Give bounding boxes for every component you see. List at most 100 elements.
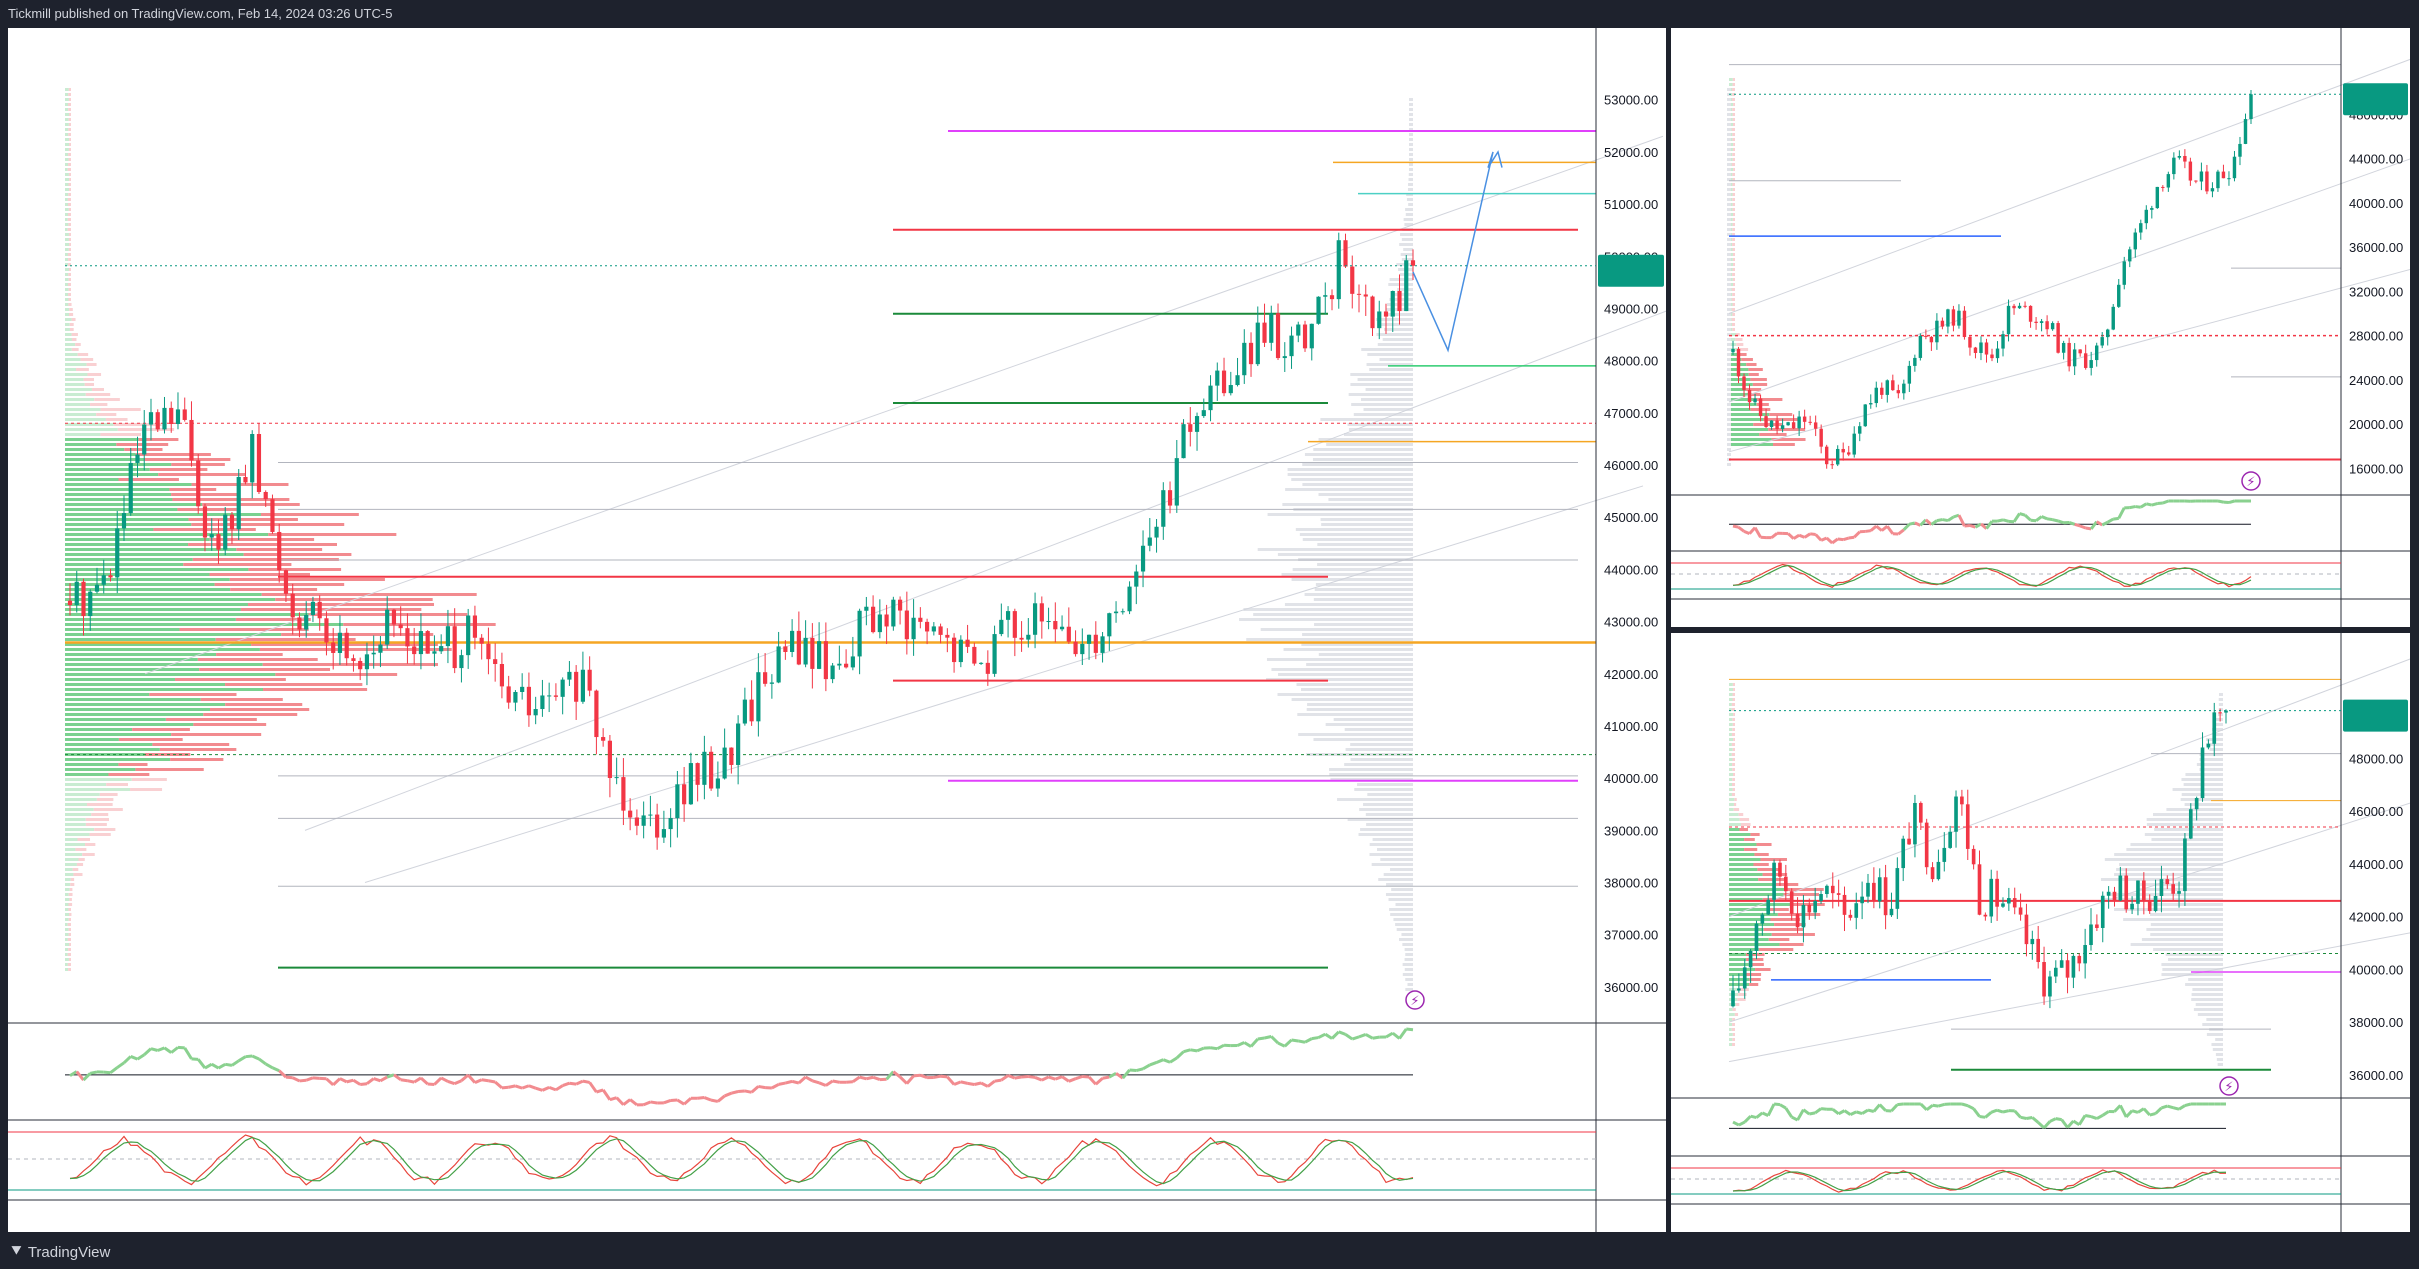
session-volume-bar bbox=[1297, 713, 1413, 716]
volume-profile-bar-down bbox=[69, 323, 74, 326]
oscillator-segment bbox=[366, 1077, 375, 1085]
volume-profile-bar-up bbox=[65, 843, 86, 846]
volume-profile-bar-up bbox=[65, 863, 77, 866]
oscillator-segment bbox=[1867, 1108, 1875, 1113]
volume-profile-bar-up bbox=[1729, 738, 1734, 741]
oscillator-segment bbox=[1930, 519, 1938, 526]
candle-body bbox=[1080, 643, 1085, 655]
volume-profile-bar-down bbox=[1750, 833, 1760, 836]
weekly-chart-panel[interactable]: 16000.00 20000.00 24000.00 28000.00 32000.00… bbox=[1671, 28, 2410, 627]
volume-profile-bar-up bbox=[65, 458, 145, 461]
candle-body bbox=[634, 817, 639, 826]
candle-body bbox=[351, 658, 356, 661]
candle-body bbox=[1140, 545, 1146, 572]
volume-profile-bar-down bbox=[67, 228, 71, 231]
main-chart-panel[interactable]: 36000.00 37000.00 38000.00 39000.00 40000.00… bbox=[8, 28, 1666, 1232]
daily-chart-svg[interactable]: 36000.0038000.0040000.0042000.0044000.00… bbox=[1671, 633, 2410, 1232]
volume-profile-bar-up bbox=[65, 533, 269, 536]
price-tick-label: 48000.00 bbox=[2349, 751, 2403, 766]
oscillator-segment bbox=[460, 1073, 470, 1082]
candle-body bbox=[2118, 875, 2123, 901]
volume-profile-bar-down bbox=[188, 518, 298, 521]
candle-body bbox=[1390, 291, 1395, 317]
oscillator-segment bbox=[710, 1098, 719, 1103]
volume-profile-bar-up bbox=[1729, 693, 1733, 696]
footer-brand[interactable]: TradingView bbox=[27, 1243, 111, 1261]
volume-profile-bar-down bbox=[203, 713, 298, 716]
candle-body bbox=[587, 669, 592, 691]
session-volume-bar bbox=[1727, 363, 1731, 366]
oscillator-segment bbox=[494, 1080, 503, 1089]
candle-body bbox=[823, 641, 828, 680]
oscillator-segment bbox=[1984, 1111, 1993, 1119]
volume-profile-bar-down bbox=[68, 968, 71, 971]
oscillator-segment bbox=[1129, 1068, 1137, 1073]
volume-profile-bar-down bbox=[1732, 718, 1735, 721]
candle-body bbox=[898, 599, 903, 611]
price-tick-label: 43000.00 bbox=[1604, 615, 1658, 630]
oscillator-segment bbox=[2228, 499, 2235, 504]
oscillator-segment bbox=[1914, 521, 1921, 527]
candle-body bbox=[317, 601, 322, 619]
candle-body bbox=[965, 639, 970, 647]
candle-body bbox=[371, 652, 376, 655]
session-volume-bar bbox=[1299, 533, 1413, 536]
volume-profile-bar-up bbox=[1729, 893, 1784, 896]
volume-profile-bar-up bbox=[65, 348, 72, 351]
volume-profile-bar-down bbox=[68, 958, 71, 961]
oscillator-segment bbox=[2024, 514, 2032, 522]
candle-body bbox=[877, 614, 882, 633]
session-volume-bar bbox=[1283, 648, 1413, 651]
session-volume-bar bbox=[1407, 983, 1413, 986]
oscillator-segment bbox=[1997, 518, 2004, 523]
lightning-icon: ⚡ bbox=[2246, 474, 2255, 489]
oscillator-segment bbox=[1121, 1069, 1131, 1080]
volume-profile-bar-up bbox=[65, 598, 276, 601]
oscillator-segment bbox=[738, 1089, 745, 1093]
volume-profile-bar-down bbox=[69, 328, 74, 331]
oscillator-segment bbox=[811, 1079, 820, 1085]
volume-profile-bar-up bbox=[1729, 933, 1772, 936]
volume-profile-bar-up bbox=[1729, 408, 1751, 411]
volume-profile-bar-up bbox=[65, 538, 210, 541]
oscillator-segment bbox=[204, 1062, 213, 1070]
candle-body bbox=[493, 659, 498, 665]
candle-body bbox=[2212, 712, 2217, 744]
oscillator-segment bbox=[1909, 521, 1916, 526]
volume-profile-bar-down bbox=[1732, 268, 1735, 271]
volume-profile-bar-down bbox=[86, 363, 97, 366]
volume-profile-bar-down bbox=[1749, 978, 1761, 981]
volume-profile-bar-up bbox=[1729, 863, 1754, 866]
session-volume-bar bbox=[1727, 183, 1731, 186]
candle-body bbox=[2012, 898, 2017, 908]
volume-profile-bar-down bbox=[71, 318, 76, 321]
volume-profile-bar-down bbox=[1738, 348, 1749, 351]
weekly-chart-svg[interactable]: 16000.0020000.0024000.0028000.0032000.00… bbox=[1671, 28, 2410, 627]
volume-profile-bar-up bbox=[65, 578, 230, 581]
oscillator-segment bbox=[278, 1069, 287, 1079]
candle-body bbox=[783, 646, 788, 652]
oscillator-segment bbox=[994, 1078, 1002, 1083]
volume-profile-bar-down bbox=[192, 558, 339, 561]
volume-profile-bar-up bbox=[65, 833, 90, 836]
oscillator-segment bbox=[1753, 526, 1762, 539]
volume-profile-bar-up bbox=[65, 603, 248, 606]
candle-body bbox=[1913, 357, 1917, 366]
session-volume-bar bbox=[1278, 673, 1413, 676]
main-chart-svg[interactable]: 36000.0037000.0038000.0039000.0040000.00… bbox=[8, 28, 1666, 1232]
price-tick-label: 36000.00 bbox=[2349, 1068, 2403, 1083]
daily-chart-panel[interactable]: 36000.00 38000.00 40000.00 42000.00 44000.00… bbox=[1671, 633, 2410, 1232]
oscillator-segment bbox=[481, 1078, 489, 1083]
oscillator-segment bbox=[1802, 1108, 1811, 1116]
candle-body bbox=[216, 534, 221, 550]
volume-profile-bar-down bbox=[1732, 303, 1735, 306]
session-volume-bar bbox=[1727, 133, 1731, 136]
oscillator-segment bbox=[1872, 1103, 1881, 1113]
volume-profile-bar-up bbox=[65, 288, 69, 291]
volume-profile-bar-down bbox=[1732, 118, 1735, 121]
volume-profile-bar-up bbox=[65, 413, 97, 416]
oscillator-segment bbox=[2002, 518, 2009, 523]
session-volume-bar bbox=[2153, 948, 2223, 951]
session-volume-bar bbox=[1409, 143, 1413, 146]
candle-body bbox=[1907, 365, 1912, 384]
